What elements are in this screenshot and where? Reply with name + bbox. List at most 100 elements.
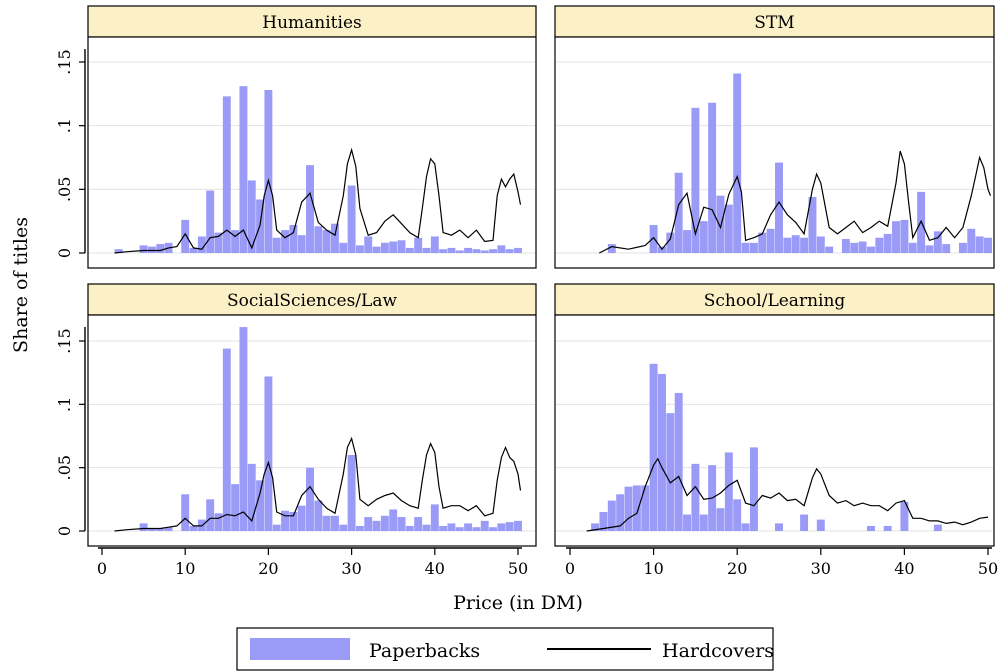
legend-paperbacks-swatch: [250, 638, 350, 660]
paperback-bar: [464, 523, 472, 531]
paperback-bar: [683, 515, 691, 531]
panel-school-learning: School/Learning0 10 20 30 40 50: [555, 284, 998, 578]
paperback-bar: [356, 526, 364, 531]
paperback-bar: [314, 226, 322, 253]
paperback-bar: [942, 244, 950, 253]
paperback-bar: [239, 86, 247, 253]
paperback-bar: [717, 196, 725, 253]
paperback-bar: [373, 521, 381, 531]
paperback-bar: [306, 165, 314, 253]
paperback-bar: [892, 221, 900, 253]
y-axis-title: Share of titles: [10, 217, 32, 353]
paperback-bar: [414, 238, 422, 253]
paperback-bar: [447, 523, 455, 531]
paperback-bar: [231, 484, 239, 531]
paperback-bar: [633, 485, 641, 531]
paperback-bar: [650, 225, 658, 253]
paperback-bar: [725, 452, 733, 531]
paperback-bar: [381, 243, 389, 253]
paperback-bar: [909, 243, 917, 253]
paperback-bar: [431, 236, 439, 253]
paperback-bar: [984, 238, 992, 253]
paperback-bar: [691, 464, 699, 531]
y-tick-label: .05: [55, 455, 74, 480]
x-tick-label: 20: [727, 559, 747, 578]
paperback-bar: [867, 247, 875, 253]
paperback-bar: [650, 364, 658, 531]
paperback-bar: [281, 230, 289, 253]
paperback-bar: [742, 243, 750, 253]
panel-humanities: Humanities 0 .05 .1 .15: [55, 6, 536, 268]
paperback-bar: [140, 245, 148, 253]
y-tick-label: .1: [55, 118, 74, 133]
paperback-bar: [331, 516, 339, 531]
paperback-bar: [381, 516, 389, 531]
paperback-bar: [976, 236, 984, 253]
paperback-bar: [775, 163, 783, 253]
paperback-bar: [900, 220, 908, 253]
paperback-bar: [683, 230, 691, 253]
x-tick-label: 50: [978, 559, 998, 578]
x-tick-label: 50: [508, 559, 528, 578]
paperback-bar: [414, 517, 422, 531]
x-tick-label: 10: [643, 559, 663, 578]
paperback-bar: [398, 240, 406, 253]
paperback-bar: [497, 523, 505, 531]
paperback-bar: [306, 468, 314, 531]
panel-title: Humanities: [262, 13, 361, 33]
paperback-bar: [472, 527, 480, 531]
paperback-bar: [817, 236, 825, 253]
paperback-bar: [959, 243, 967, 253]
paperback-bar: [289, 225, 297, 253]
y-tick-label: 0: [55, 248, 74, 258]
paperback-bar: [181, 220, 189, 253]
paperback-bar: [298, 506, 306, 531]
paperback-bar: [331, 224, 339, 253]
paperback-bar: [725, 205, 733, 253]
paperback-bar: [926, 245, 934, 253]
panel-socialsciences-law: SocialSciences/Law0.05.1.150 10 20 30 40 50: [55, 284, 536, 578]
paperback-bar: [323, 230, 331, 253]
paperback-bar: [298, 235, 306, 253]
x-tick-label: 0: [565, 559, 575, 578]
x-tick-label: 40: [425, 559, 445, 578]
paperback-bar: [875, 238, 883, 253]
paperback-bar: [389, 242, 397, 253]
paperback-bar: [273, 525, 281, 531]
paperback-bar: [406, 248, 414, 253]
paperback-bar: [497, 245, 505, 253]
paperback-bar: [364, 236, 372, 253]
paperback-bar: [867, 526, 875, 531]
paperback-bar: [348, 186, 356, 253]
paperback-bar: [884, 234, 892, 253]
paperback-bar: [281, 511, 289, 531]
y-tick-label: 0: [55, 526, 74, 536]
paperback-bar: [181, 494, 189, 531]
x-axis-title: Price (in DM): [453, 592, 583, 614]
paperback-bar: [658, 374, 666, 531]
legend-paperbacks-label: Paperbacks: [369, 640, 480, 662]
paperback-bar: [481, 521, 489, 531]
paperback-bar: [389, 509, 397, 531]
paperback-bar: [700, 515, 708, 531]
paperback-bar: [314, 501, 322, 531]
x-tick-label: 20: [258, 559, 278, 578]
paperback-bar: [641, 485, 649, 531]
paperback-bar: [842, 239, 850, 253]
paperback-bar: [190, 526, 198, 531]
paperback-bar: [733, 73, 741, 253]
x-tick-label: 30: [341, 559, 361, 578]
paperback-bar: [884, 526, 892, 531]
y-tick-label: .15: [55, 49, 74, 74]
paperback-bar: [489, 249, 497, 253]
paperback-bar: [859, 242, 867, 253]
x-tick-label: 10: [175, 559, 195, 578]
x-tick-label: 0: [97, 559, 107, 578]
x-tick-label: 30: [811, 559, 831, 578]
panel-title: STM: [754, 13, 794, 33]
paperback-bar: [264, 90, 272, 253]
paperback-bar: [825, 247, 833, 253]
paperback-bar: [423, 248, 431, 253]
paperback-bar: [231, 230, 239, 253]
paperback-bar: [256, 480, 264, 531]
